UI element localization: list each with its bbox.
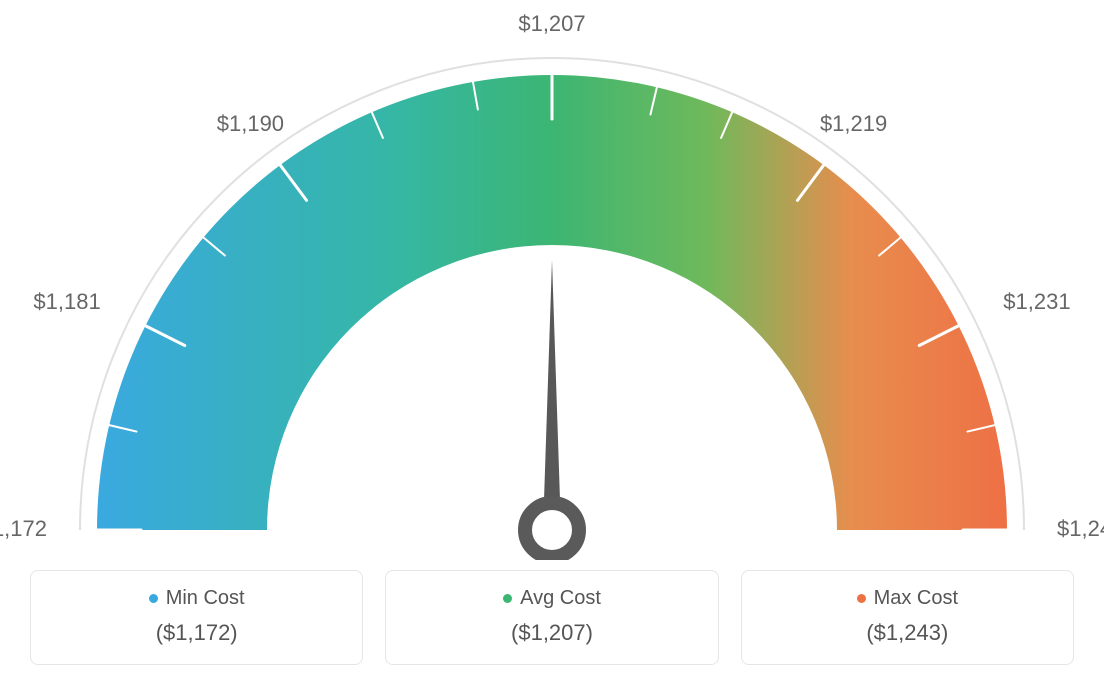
svg-text:$1,231: $1,231	[1003, 289, 1070, 314]
legend-dot-max	[857, 594, 866, 603]
legend-label-max: Max Cost	[874, 587, 958, 609]
svg-text:$1,219: $1,219	[820, 111, 887, 136]
legend-title-min: Min Cost	[31, 587, 362, 610]
legend-dot-min	[149, 594, 158, 603]
legend-label-min: Min Cost	[166, 587, 245, 609]
gauge-svg: $1,172 $1,181 $1,190 $1,207 $1,219 $1,231 $1,2…	[0, 0, 1104, 560]
svg-text:$1,243: $1,243	[1057, 516, 1104, 541]
gauge-chart-container: $1,172 $1,181 $1,190 $1,207 $1,219 $1,231 $1,2…	[0, 0, 1104, 690]
legend-row: Min Cost ($1,172) Avg Cost ($1,207) Max …	[30, 570, 1074, 665]
svg-text:$1,190: $1,190	[217, 111, 284, 136]
svg-text:$1,207: $1,207	[518, 11, 585, 36]
legend-title-avg: Avg Cost	[386, 587, 717, 610]
svg-text:$1,181: $1,181	[33, 289, 100, 314]
gauge-area: $1,172 $1,181 $1,190 $1,207 $1,219 $1,231 $1,2…	[0, 0, 1104, 560]
legend-card-max: Max Cost ($1,243)	[741, 570, 1074, 665]
legend-title-max: Max Cost	[742, 587, 1073, 610]
legend-label-avg: Avg Cost	[520, 587, 601, 609]
legend-card-avg: Avg Cost ($1,207)	[385, 570, 718, 665]
legend-card-min: Min Cost ($1,172)	[30, 570, 363, 665]
legend-value-avg: ($1,207)	[386, 620, 717, 646]
svg-text:$1,172: $1,172	[0, 516, 47, 541]
legend-value-min: ($1,172)	[31, 620, 362, 646]
legend-value-max: ($1,243)	[742, 620, 1073, 646]
legend-dot-avg	[503, 594, 512, 603]
